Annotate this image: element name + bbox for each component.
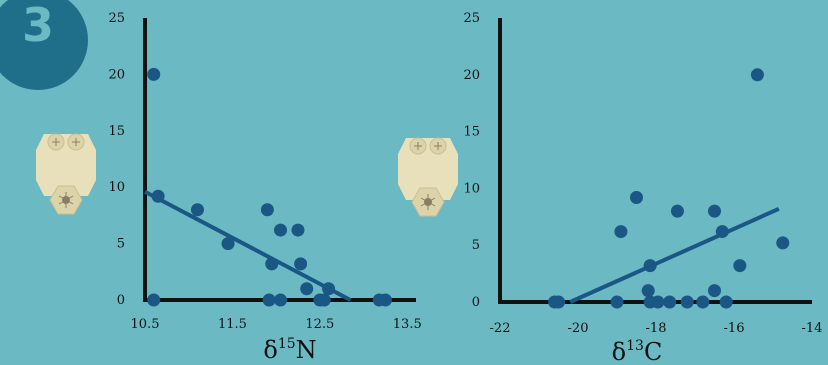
data-point <box>294 257 308 271</box>
y-tick-label: 15 <box>463 125 480 140</box>
figure-number: 3 <box>21 0 54 52</box>
y-tick-label: 20 <box>108 67 125 82</box>
data-point <box>663 295 677 309</box>
x-axis-label-element: N <box>296 336 317 364</box>
x-axis-label-delta: δ <box>263 336 277 364</box>
data-point <box>265 257 279 271</box>
x-tick-label: 11.5 <box>218 317 247 332</box>
x-tick-label: -18 <box>646 321 667 336</box>
y-tick-label: 0 <box>472 295 480 310</box>
data-point <box>643 259 657 273</box>
data-point <box>708 204 721 218</box>
data-point <box>680 295 694 309</box>
data-point <box>190 203 204 217</box>
data-point <box>641 284 655 298</box>
data-point <box>651 295 665 309</box>
data-point <box>221 237 235 251</box>
data-point <box>733 259 747 273</box>
y-tick-label: 15 <box>108 124 125 139</box>
data-point <box>378 293 392 307</box>
x-tick-label: 13.5 <box>393 317 422 332</box>
data-point <box>696 295 710 309</box>
data-point <box>262 293 276 307</box>
y-tick-label: 25 <box>463 11 480 26</box>
figure-number-badge: 3 <box>0 0 88 90</box>
x-axis-label-delta: δ <box>612 338 626 365</box>
trend-line <box>569 207 780 304</box>
data-point <box>147 293 161 307</box>
tooth-icon <box>398 137 458 217</box>
data-point <box>708 284 721 298</box>
x-tick-label: 10.5 <box>131 317 160 332</box>
data-point <box>630 190 643 204</box>
data-point <box>610 295 624 309</box>
data-point <box>552 295 565 309</box>
data-point <box>322 282 336 296</box>
data-point <box>670 204 684 218</box>
trend-line <box>144 189 352 302</box>
x-tick-label: 12.5 <box>305 317 334 332</box>
x-axis-label-isotope: 13 <box>626 338 644 354</box>
data-point <box>151 189 165 203</box>
data-point <box>274 293 287 307</box>
y-tick-label: 20 <box>463 68 480 83</box>
x-axis-label-element: C <box>644 338 662 365</box>
data-point <box>147 67 161 81</box>
x-axis-label: δ15N <box>263 336 316 364</box>
data-point <box>614 225 628 239</box>
data-point <box>719 295 733 309</box>
y-tick-label: 25 <box>108 11 125 26</box>
y-tick-label: 0 <box>117 293 125 308</box>
data-point <box>317 293 331 307</box>
data-point <box>776 236 790 250</box>
x-tick-label: -20 <box>568 321 589 336</box>
y-tick-label: 10 <box>463 181 480 196</box>
data-point <box>274 223 287 237</box>
data-point <box>750 68 764 82</box>
x-axis-label: δ13C <box>612 338 663 365</box>
x-axis-label-isotope: 15 <box>278 336 296 352</box>
y-tick-label: 5 <box>117 237 125 252</box>
data-point <box>291 223 305 237</box>
data-point <box>715 225 729 239</box>
data-point <box>260 203 274 217</box>
tooth-icon <box>36 133 96 215</box>
data-point <box>300 282 314 296</box>
x-tick-label: -16 <box>724 321 745 336</box>
x-tick-label: -14 <box>802 321 823 336</box>
x-tick-label: -22 <box>490 321 511 336</box>
carbon-scatter-chart: 0 5 10 15 20 25 -22 -20 -18 -16 -14 δ13C <box>463 11 822 365</box>
y-tick-label: 5 <box>472 238 480 253</box>
y-tick-label: 10 <box>108 180 125 195</box>
